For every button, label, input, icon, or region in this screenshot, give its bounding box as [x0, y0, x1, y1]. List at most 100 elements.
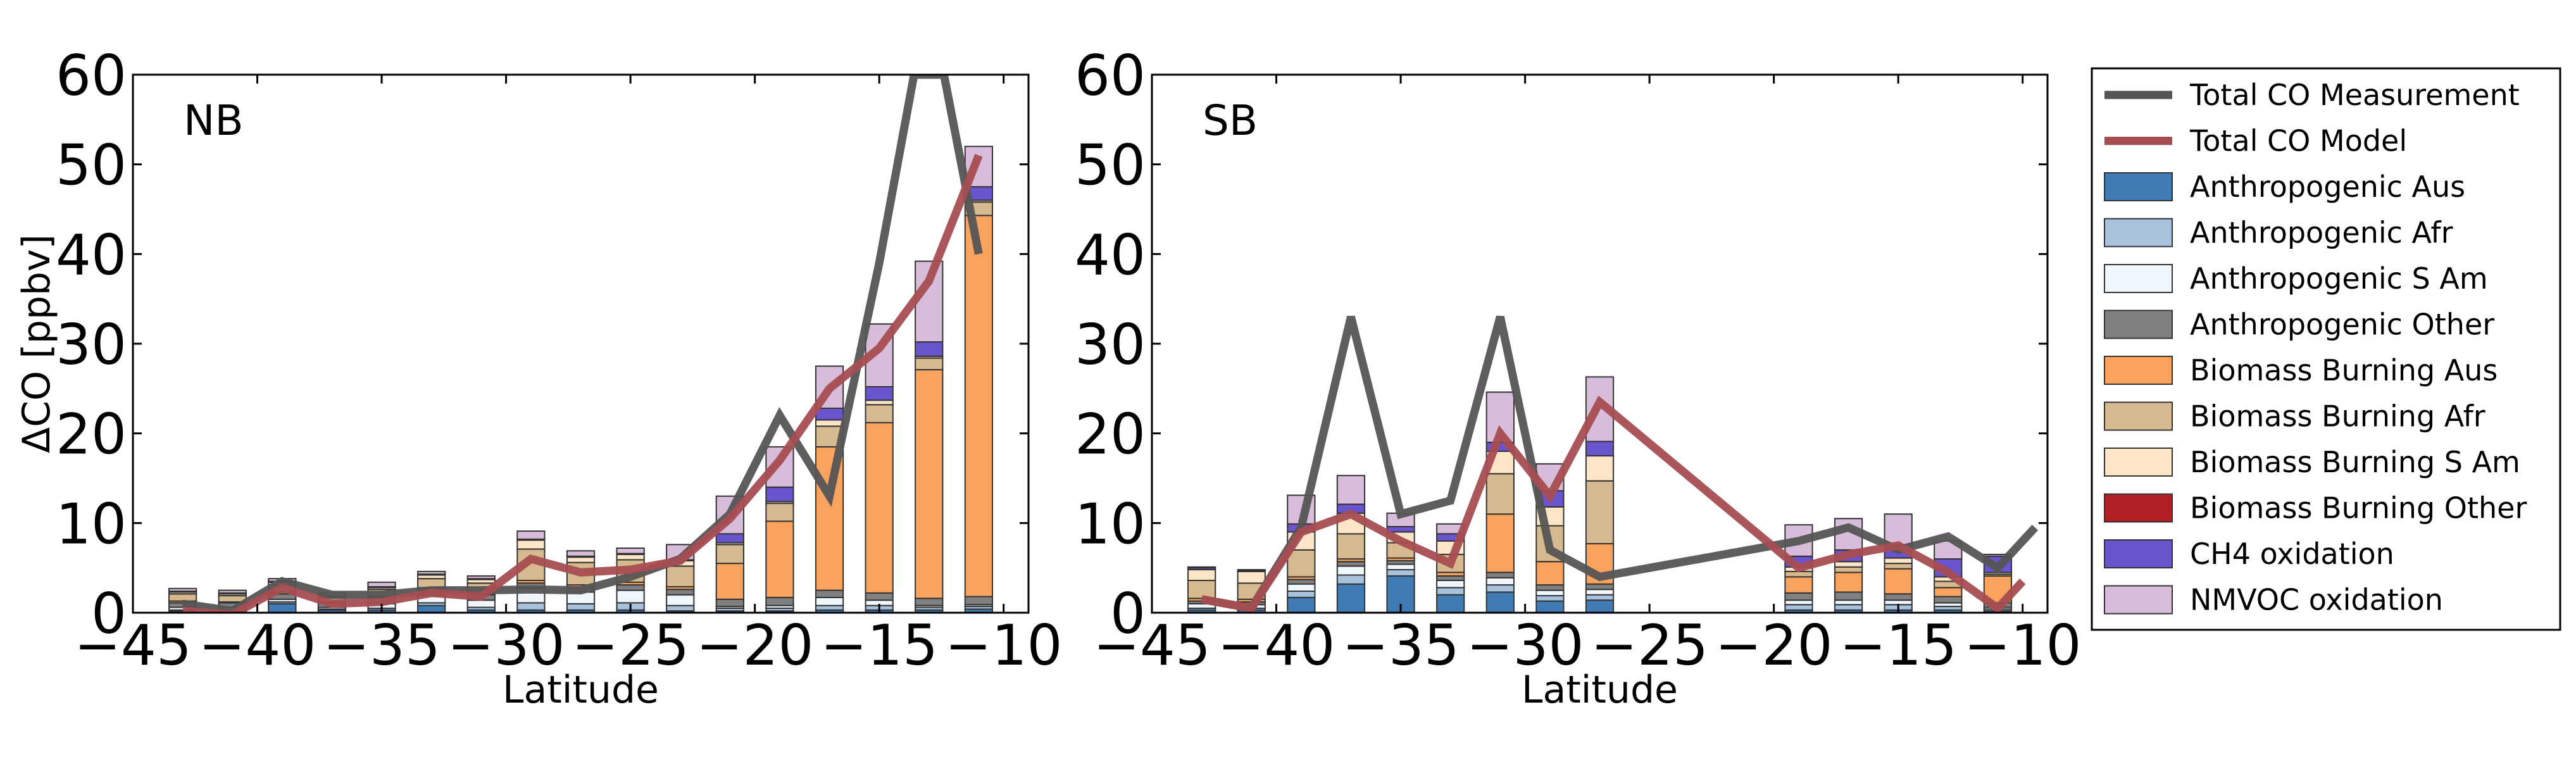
bar-anthropogenic-other [815, 589, 844, 598]
bar-nmvoc-oxidation [367, 581, 396, 587]
y-tick-label: 20 [1075, 402, 1146, 467]
bar-biomass-burning-aus [1784, 576, 1813, 594]
bar-biomass-burning-s-am [1884, 557, 1913, 565]
legend-label: Biomass Burning S Am [2190, 445, 2520, 479]
legend-patch-swatch [2104, 401, 2173, 431]
legend-label: CH4 oxidation [2190, 537, 2394, 571]
bar-anthropogenic-other [1485, 572, 1515, 579]
y-tick-label: 0 [91, 581, 127, 646]
legend-item-anthropogenic-other: Anthropogenic Other [2104, 308, 2494, 342]
legend-patch-swatch [2104, 356, 2173, 385]
bar-biomass-burning-afr [1784, 570, 1813, 578]
bar-biomass-burning-afr [1884, 563, 1913, 570]
bar-anthropogenic-s-am [666, 594, 695, 606]
x-tick-label: −40 [199, 613, 316, 678]
y-tick-label: 30 [56, 312, 127, 377]
bar-anthropogenic-afr [1485, 584, 1515, 593]
legend-item-biomass-burning-aus: Biomass Burning Aus [2104, 353, 2498, 387]
bar-biomass-burning-aus [1834, 572, 1863, 593]
bar-nmvoc-oxidation [1884, 513, 1913, 546]
bar-anthropogenic-afr [1535, 595, 1565, 602]
y-tick-label: 60 [56, 43, 127, 108]
y-tick-label: 10 [56, 491, 127, 556]
bar-anthropogenic-aus [1436, 594, 1465, 613]
line-total-co-measurement [1201, 315, 2039, 613]
bar-biomass-burning-afr [865, 404, 894, 423]
legend-patch-swatch [2104, 264, 2173, 293]
bar-biomass-burning-aus [1934, 587, 1963, 598]
bar-biomass-burning-afr [1485, 473, 1515, 515]
bar-nmvoc-oxidation [466, 575, 496, 580]
bar-biomass-burning-afr [1187, 580, 1216, 599]
bar-biomass-burning-aus [915, 369, 944, 599]
bar-anthropogenic-other [1535, 584, 1565, 591]
legend-label: Anthropogenic Other [2190, 308, 2494, 342]
bar-anthropogenic-other [765, 596, 794, 606]
y-axis-label: ΔCO [ppbv] [15, 234, 59, 453]
x-axis-label: Latitude [1522, 668, 1678, 712]
bar-anthropogenic-other [915, 598, 944, 606]
legend-item-total-co-measurement: Total CO Measurement [2104, 78, 2520, 112]
bar-anthropogenic-afr [566, 603, 596, 611]
panel-sb: −45 −40 −35 −30 −25 −20 −15 −10 0 10 20 30 40 50 60 Lat… [1075, 43, 2082, 712]
bar-anthropogenic-other [865, 592, 894, 601]
legend-label: Anthropogenic Aus [2190, 170, 2465, 204]
line-total-co-model [1201, 395, 2026, 613]
panel-label: SB [1203, 96, 1258, 145]
legend-item-anthropogenic-afr: Anthropogenic Afr [2104, 216, 2453, 250]
legend-patch-swatch [2104, 493, 2173, 523]
y-tick-label: 40 [56, 222, 127, 287]
bar-anthropogenic-afr [666, 604, 695, 612]
legend-item-nmvoc-oxidation: NMVOC oxidation [2104, 583, 2443, 617]
bar-nmvoc-oxidation [516, 530, 546, 540]
bar-ch4-oxidation [865, 386, 894, 401]
legend-item-biomass-burning-other: Biomass Burning Other [2104, 491, 2527, 525]
bar-anthropogenic-afr [1336, 574, 1366, 585]
bar-anthropogenic-other [666, 589, 695, 596]
bar-anthropogenic-other [1336, 561, 1366, 567]
bar-anthropogenic-afr [1784, 604, 1813, 611]
x-axis-label: Latitude [503, 668, 659, 712]
legend-label: Anthropogenic Afr [2190, 216, 2453, 250]
plot-area [168, 75, 994, 613]
x-tick-label: −40 [1218, 613, 1335, 678]
bar-biomass-burning-aus [1485, 513, 1515, 573]
bar-anthropogenic-afr [1386, 569, 1415, 577]
bar-anthropogenic-s-am [1386, 563, 1415, 570]
x-tick-label: −20 [1715, 613, 1833, 678]
legend-label: Biomass Burning Afr [2190, 399, 2485, 434]
bar-anthropogenic-s-am [616, 589, 645, 604]
bar-biomass-burning-afr [168, 593, 197, 602]
bar-anthropogenic-afr [1287, 591, 1316, 598]
y-tick-label: 50 [1075, 133, 1146, 198]
x-tick-label: −25 [1591, 613, 1708, 678]
bar-anthropogenic-aus [1585, 599, 1615, 613]
legend-label: Total CO Measurement [2189, 78, 2520, 112]
legend-item-ch4-oxidation: CH4 oxidation [2104, 537, 2394, 571]
bar-anthropogenic-aus [417, 604, 446, 613]
bar-anthropogenic-afr [1585, 594, 1615, 601]
bar-ch4-oxidation [915, 341, 944, 357]
bar-biomass-burning-aus [865, 422, 894, 594]
bar-biomass-burning-aus [1884, 568, 1913, 595]
bar-nmvoc-oxidation [616, 548, 645, 554]
y-tick-label: 30 [1075, 312, 1146, 377]
legend: Total CO Measurement Total CO Model Anthro… [2091, 67, 2561, 631]
bar-nmvoc-oxidation [417, 570, 446, 575]
x-tick-label: −10 [1964, 613, 2082, 678]
line-total-co-measurement [182, 75, 983, 613]
bar-ch4-oxidation [815, 408, 844, 421]
x-tick-label: −20 [696, 613, 814, 678]
legend-item-biomass-burning-s-am: Biomass Burning S Am [2104, 445, 2520, 479]
bar-anthropogenic-aus [268, 603, 297, 613]
y-tick-label: 60 [1075, 43, 1146, 108]
legend-item-anthropogenic-aus: Anthropogenic Aus [2104, 170, 2465, 204]
bar-anthropogenic-aus [1336, 583, 1366, 613]
legend-label: Biomass Burning Other [2190, 491, 2527, 525]
bar-biomass-burning-afr [1834, 566, 1863, 573]
bar-biomass-burning-s-am [1585, 455, 1615, 482]
legend-patch-swatch [2104, 539, 2173, 568]
bar-biomass-burning-s-am [865, 399, 894, 406]
legend-patch-swatch [2104, 172, 2173, 201]
